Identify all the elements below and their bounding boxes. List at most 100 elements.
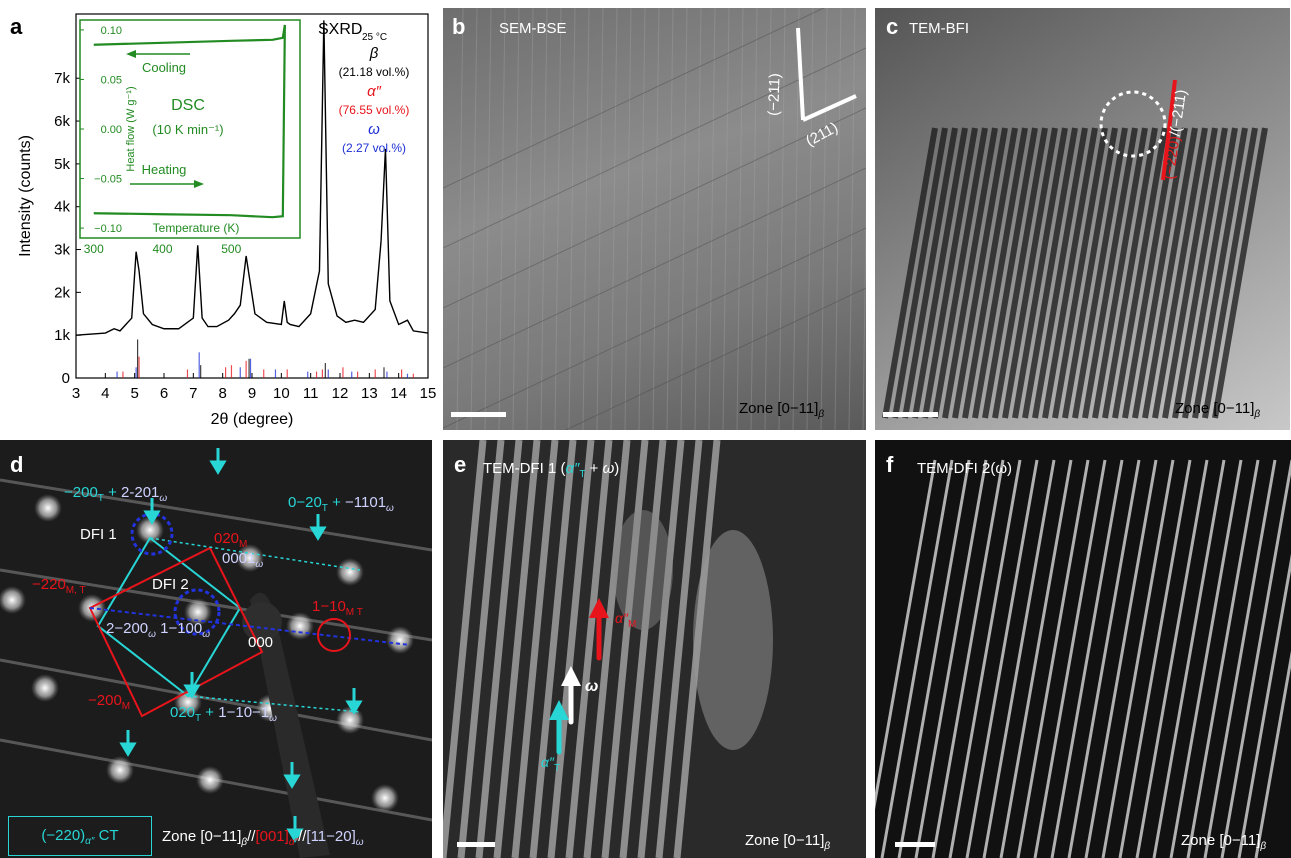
tem-stripe	[1082, 127, 1138, 419]
label-omega: ω	[585, 678, 599, 695]
tem-stripe	[1122, 127, 1178, 419]
sem-line	[862, 183, 866, 430]
diffraction-spot	[386, 626, 414, 654]
label-text: −200	[88, 692, 122, 709]
zone-alpha: [001]	[255, 828, 289, 845]
label-plus: +	[201, 704, 219, 721]
dfi2-texture	[875, 459, 1291, 858]
dfi2-stripe	[880, 459, 954, 858]
sem-line	[778, 8, 786, 430]
sxrd-title-sub: 25 °C	[362, 32, 387, 43]
sem-line	[484, 8, 492, 430]
sem-line	[554, 8, 562, 430]
dfi2-stripe	[948, 459, 1022, 858]
spot-label-2200w: 2−200ω 1−100ω	[106, 620, 210, 640]
zone-text: Zone [0−11]	[1181, 832, 1261, 849]
zone-sub: β	[1260, 841, 1267, 852]
x-axis-label: 2θ (degree)	[211, 411, 294, 428]
panel-b-image: SEM-BSE (−211) (211) Zone [0−11]β	[443, 8, 866, 430]
spot-label-220MT: −220M, T	[32, 576, 86, 596]
inset-x-tick: 500	[221, 242, 241, 256]
label-sub: M	[239, 539, 248, 550]
diffraction-spot	[336, 706, 364, 734]
dfi2-stripe	[931, 459, 1005, 858]
diffraction-spot	[336, 558, 364, 586]
sem-line	[512, 8, 520, 430]
tem-stripe	[1042, 127, 1098, 419]
zone-sep-1: //	[247, 828, 256, 845]
tem-stripe	[1212, 127, 1268, 419]
label-sub: T	[195, 713, 202, 724]
label-plus: +	[103, 484, 122, 501]
panel-f-label: f	[886, 452, 894, 477]
beam-stop	[250, 592, 330, 858]
xrd-line	[75, 20, 429, 336]
tem-stripe	[962, 127, 1018, 419]
x-tick-label: 13	[361, 385, 378, 402]
dfi1-stripe	[583, 440, 631, 858]
selected-area-circle	[1099, 90, 1167, 158]
phase-name: α″	[367, 83, 382, 100]
tem-stripe	[922, 127, 978, 419]
label-text-2: 1−100	[160, 620, 203, 637]
tem-stripe	[992, 127, 1048, 419]
zone-omega: [11−20]	[306, 828, 356, 845]
dfi1-stripe	[565, 440, 613, 858]
phase-name: ω	[368, 121, 380, 138]
spot-label-020T: 0−20T + −1101ω	[288, 494, 394, 514]
spot-label-200M: −200M	[88, 692, 130, 712]
phase-name: β	[369, 45, 379, 62]
tem-stripe	[942, 127, 998, 419]
sem-line	[806, 8, 814, 430]
scale-bar	[883, 412, 938, 417]
tem-stripe	[1012, 127, 1068, 419]
zone-text: Zone [0−11]	[1175, 400, 1255, 417]
panel-f-image: TEM-DFI 2(ω) Zone [0−11]β	[875, 440, 1291, 858]
sem-line	[498, 8, 506, 430]
dfi2-stripe	[1254, 650, 1291, 858]
label-text: 0−20	[288, 494, 322, 511]
dfi1-stripe	[475, 440, 523, 858]
sem-line	[764, 8, 772, 430]
zone-label: Zone [0−11]β	[1181, 832, 1266, 852]
zone-label: Zone [0−11]β	[1175, 400, 1260, 420]
panel-c-image: TEM-BFI (−220)/(−211) Zone [0−11]β	[875, 8, 1290, 430]
spot-label-0001w: 0001ω	[222, 550, 263, 570]
arrow-alpha-M-head	[589, 598, 609, 618]
label-sub: ω	[255, 559, 264, 570]
spot-label-dfi2: DFI 2	[152, 576, 189, 593]
spot-label-dfi1: DFI 1	[80, 526, 117, 543]
x-tick-label: 8	[218, 385, 226, 402]
ct-box: (−220)α″ CT	[8, 816, 152, 856]
dfi2-stripe	[897, 459, 971, 858]
tem-stripe	[1142, 127, 1198, 419]
sem-line	[722, 8, 730, 430]
tem-texture	[882, 79, 1268, 419]
dfi1-stripe	[637, 440, 685, 858]
dfi2-stripe	[1152, 459, 1226, 858]
sem-line	[652, 8, 660, 430]
label-sub: T	[321, 503, 328, 514]
inset-rate: (10 K min⁻¹)	[152, 122, 223, 137]
x-tick-label: 11	[303, 385, 319, 402]
x-tick-label: 5	[130, 385, 138, 402]
direction-label-1: (−211)	[765, 72, 784, 117]
tem-stripe	[1152, 127, 1208, 419]
inset-x-tick: 300	[84, 242, 104, 256]
zone-label: Zone [0−11]β	[739, 400, 824, 420]
x-tick-label: 4	[101, 385, 109, 402]
title-alpha-sub: T	[579, 469, 586, 480]
phase-fraction: (2.27 vol.%)	[342, 141, 406, 155]
diffraction-spot	[106, 756, 134, 784]
label-sub: ω	[148, 629, 156, 640]
tem-stripe	[952, 127, 1008, 419]
label-sub: M T	[345, 607, 363, 618]
zone-sub: β	[824, 841, 831, 852]
dfi1-stripe	[511, 440, 559, 858]
panel-b-label: b	[452, 14, 466, 39]
zone-text: Zone [0−11]	[745, 832, 825, 849]
panel-c-title: TEM-BFI	[909, 20, 969, 37]
sem-line	[750, 8, 758, 430]
tem-stripe	[1052, 127, 1108, 419]
dfi2-stripe	[914, 459, 988, 858]
